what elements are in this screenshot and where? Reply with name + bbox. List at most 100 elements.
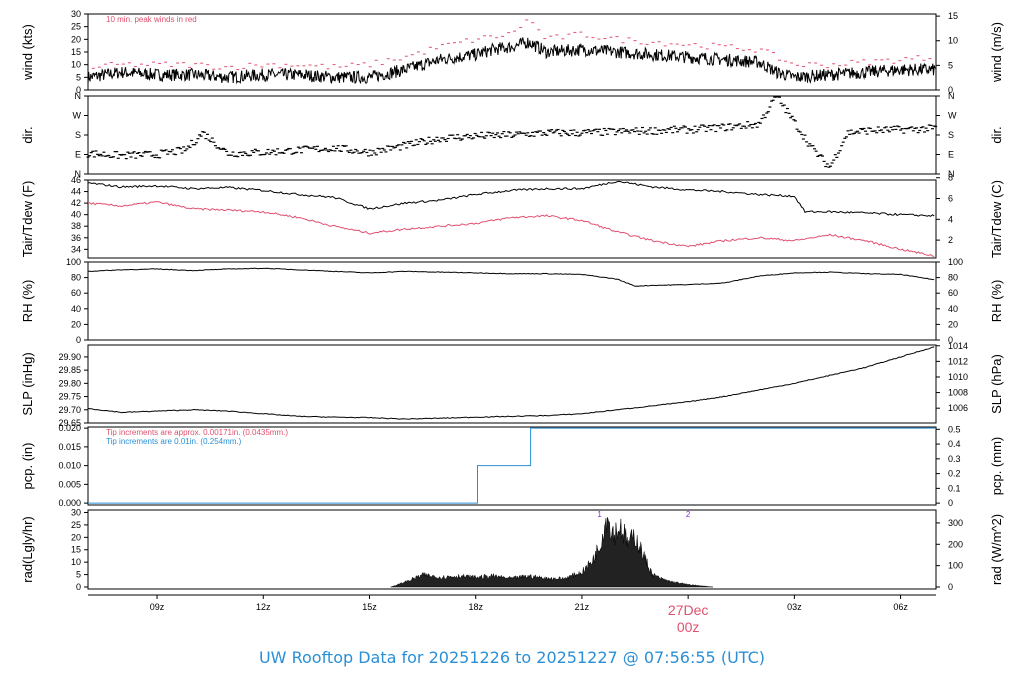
left-tick-label: N bbox=[75, 91, 82, 101]
panel-wind: 0 5 10 15 20 25 30 0 5 10 15 wind (kts) wind (m/s) 10… bbox=[20, 9, 1004, 95]
rad-marker-1: 1 bbox=[597, 510, 602, 519]
right-tick-label: 0.4 bbox=[948, 439, 961, 449]
left-tick-label: 29.90 bbox=[58, 352, 81, 362]
right-tick-label: W bbox=[948, 111, 957, 121]
right-tick-label: 0.3 bbox=[948, 454, 961, 464]
left-tick-label: 29.65 bbox=[58, 418, 81, 428]
left-tick-label: 36 bbox=[71, 233, 81, 243]
right-tick-label: 0 bbox=[948, 85, 953, 95]
left-tick-label: 60 bbox=[71, 288, 81, 298]
left-tick-label: 5 bbox=[76, 570, 81, 580]
left-tick-label: 20 bbox=[71, 532, 81, 542]
left-tick-label: 44 bbox=[71, 187, 81, 197]
right-tick-label: N bbox=[948, 169, 955, 179]
right-axis-label: dir. bbox=[989, 126, 1004, 143]
right-tick-label: 60 bbox=[948, 288, 958, 298]
left-tick-label: W bbox=[73, 111, 82, 121]
left-tick-label: 29.75 bbox=[58, 392, 81, 402]
left-tick-label: 0 bbox=[76, 85, 81, 95]
right-axis-label: pcp. (mm) bbox=[989, 437, 1004, 496]
pcp-annotation-red: Tip increments are approx. 0.00171in. (0… bbox=[106, 428, 288, 437]
panel-frame-dir bbox=[87, 95, 937, 175]
left-tick-label: 0.015 bbox=[58, 442, 81, 452]
left-tick-label: 46 bbox=[71, 175, 81, 185]
right-axis-label: rad (W/m^2) bbox=[989, 514, 1004, 585]
pcp-annotation-blue: Tip increments are 0.01in. (0.254mm.) bbox=[106, 437, 242, 446]
left-axis-label: Tair/Tdew (F) bbox=[20, 181, 35, 258]
right-tick-label: N bbox=[948, 91, 955, 101]
left-tick-label: 38 bbox=[71, 221, 81, 231]
right-tick-label: 0 bbox=[948, 335, 953, 345]
left-axis-label: SLP (inHg) bbox=[20, 352, 35, 415]
left-tick-label: 0.020 bbox=[58, 423, 81, 433]
x-date-label: 27Dec bbox=[668, 602, 708, 618]
right-tick-label: S bbox=[948, 130, 954, 140]
left-tick-label: 25 bbox=[71, 22, 81, 32]
left-axis-label: RH (%) bbox=[20, 280, 35, 323]
left-tick-label: N bbox=[75, 169, 82, 179]
panel-slp: 29.65 29.70 29.75 29.80 29.85 29.90 1006 1008 10… bbox=[20, 341, 1004, 428]
rad-marker-2: 2 bbox=[686, 510, 691, 519]
left-tick-label: 100 bbox=[66, 257, 81, 267]
right-tick-label: 100 bbox=[948, 257, 963, 267]
radiation-area bbox=[390, 517, 713, 588]
wind-speed-line bbox=[87, 37, 936, 85]
left-tick-label: 20 bbox=[71, 34, 81, 44]
footer-title: UW Rooftop Data for 20251226 to 20251227… bbox=[258, 648, 766, 667]
x-tick-label: 03z bbox=[787, 602, 802, 612]
rh-line bbox=[87, 267, 935, 287]
right-tick-label: 8 bbox=[948, 173, 953, 183]
left-tick-label: 10 bbox=[71, 557, 81, 567]
right-axis-label: RH (%) bbox=[989, 280, 1004, 323]
left-tick-label: 15 bbox=[71, 47, 81, 57]
x-tick-label: 09z bbox=[150, 602, 165, 612]
panel-frame-temp bbox=[87, 179, 937, 259]
right-tick-label: 20 bbox=[948, 319, 958, 329]
left-axis-label: dir. bbox=[20, 126, 35, 143]
left-tick-label: 30 bbox=[71, 9, 81, 19]
left-tick-label: 40 bbox=[71, 210, 81, 220]
left-tick-label: 0 bbox=[76, 335, 81, 345]
left-tick-label: 25 bbox=[71, 520, 81, 530]
left-tick-label: 34 bbox=[71, 244, 81, 254]
right-tick-label: 200 bbox=[948, 539, 963, 549]
left-axis-label: pcp. (in) bbox=[20, 443, 35, 490]
right-tick-label: 0.2 bbox=[948, 469, 961, 479]
x-tick-label: 15z bbox=[362, 602, 377, 612]
panel-frame-slp bbox=[87, 344, 937, 424]
left-tick-label: 40 bbox=[71, 304, 81, 314]
right-tick-label: 1006 bbox=[948, 403, 968, 413]
right-tick-label: 0.1 bbox=[948, 483, 961, 493]
left-tick-label: 0 bbox=[76, 582, 81, 592]
left-tick-label: 10 bbox=[71, 60, 81, 70]
x-tick-label-00z: 00z bbox=[677, 619, 700, 635]
left-tick-label: 29.85 bbox=[58, 365, 81, 375]
right-axis-label: wind (m/s) bbox=[989, 22, 1004, 83]
right-tick-label: 2 bbox=[948, 235, 953, 245]
right-tick-label: 1010 bbox=[948, 372, 968, 382]
right-tick-label: 1008 bbox=[948, 388, 968, 398]
left-axis-label: rad(Lgly/hr) bbox=[20, 516, 35, 582]
right-axis-label: Tair/Tdew (C) bbox=[989, 180, 1004, 258]
left-tick-label: 29.80 bbox=[58, 378, 81, 388]
left-tick-label: 15 bbox=[71, 545, 81, 555]
left-tick-label: 42 bbox=[71, 198, 81, 208]
right-tick-label: 100 bbox=[948, 561, 963, 571]
left-tick-label: 0.005 bbox=[58, 479, 81, 489]
slp-line bbox=[87, 346, 935, 420]
x-tick-label: 12z bbox=[256, 602, 271, 612]
left-tick-label: 29.70 bbox=[58, 405, 81, 415]
right-tick-label: E bbox=[948, 150, 954, 160]
right-tick-label: 15 bbox=[948, 11, 958, 21]
left-tick-label: 20 bbox=[71, 319, 81, 329]
right-tick-label: 80 bbox=[948, 273, 958, 283]
left-tick-label: 0.010 bbox=[58, 461, 81, 471]
left-tick-label: 30 bbox=[71, 507, 81, 517]
right-tick-label: 10 bbox=[948, 36, 958, 46]
left-tick-label: E bbox=[75, 150, 81, 160]
